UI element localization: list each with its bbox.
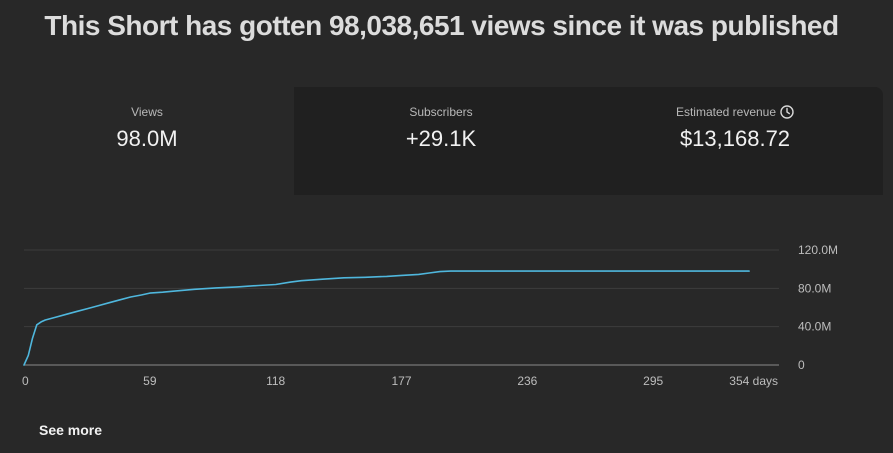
views-chart-svg: 0 40.0M 80.0M 120.0M 0 59 118 177 236 295 354 days [22,243,838,388]
stat-revenue-label: Estimated revenue [675,105,777,119]
stat-views[interactable]: Views 98.0M [0,87,294,195]
y-tick-label: 80.0M [798,281,831,295]
x-tick-label: 0 [22,374,29,388]
views-series-line[interactable] [23,270,750,366]
clock-icon[interactable] [780,105,794,122]
x-tick-label: 295 [643,374,663,388]
stat-subscribers-value: +29.1K [405,126,477,151]
stat-subscribers-label: Subscribers [409,105,473,119]
stats-panel-background [294,87,883,195]
x-tick-label: 59 [143,374,157,388]
y-tick-label: 120.0M [798,243,838,257]
stat-views-value: 98.0M [116,126,178,151]
x-tick-label: 236 [517,374,537,388]
x-tick-label: 118 [266,374,285,388]
x-tick-label: 177 [391,374,411,388]
stat-revenue-value: $13,168.72 [679,126,791,151]
stat-revenue-label-row: Estimated revenue [588,105,882,122]
see-more-button[interactable]: See more [39,422,103,438]
x-tick-label: 354 days [729,374,778,388]
stats-row: Views 98.0M Subscribers +29.1K Estimated… [0,87,883,195]
y-tick-label: 40.0M [798,320,831,334]
stat-subscribers[interactable]: Subscribers +29.1K [294,87,588,195]
stat-revenue[interactable]: Estimated revenue $13,168.72 [588,87,882,195]
stat-views-label: Views [131,105,163,119]
views-chart[interactable]: 0 40.0M 80.0M 120.0M 0 59 118 177 236 295 354 days [0,235,893,395]
page-title: This Short has gotten 98,038,651 views s… [44,10,839,41]
y-tick-label: 0 [798,358,805,372]
